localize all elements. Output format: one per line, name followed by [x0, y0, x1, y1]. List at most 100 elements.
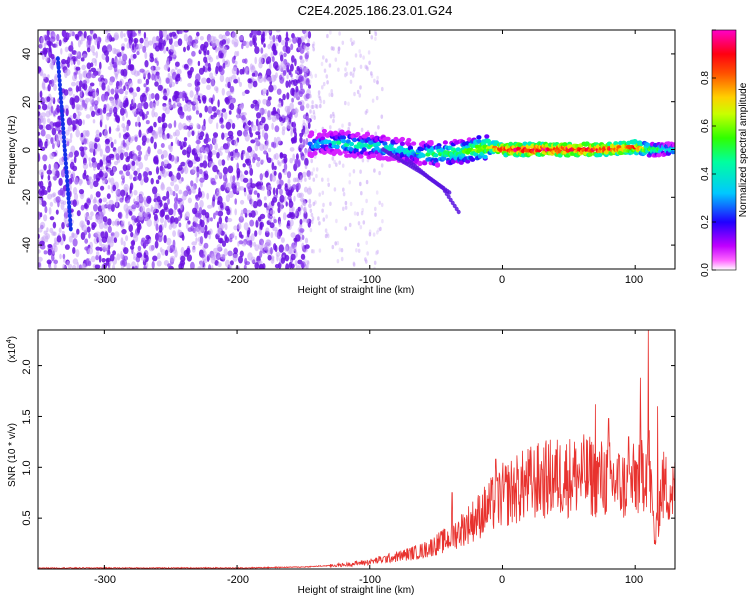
spectrogram-cell	[113, 139, 117, 145]
spectrogram-cell	[42, 117, 46, 125]
spectrogram-cell	[61, 222, 65, 230]
spectrogram-cell	[326, 233, 330, 239]
spectrogram-cell	[309, 94, 312, 99]
spectrogram-cell	[370, 73, 374, 79]
spectrogram-cell	[213, 112, 218, 118]
spectrogram-cell	[268, 84, 274, 93]
spectrogram-cell	[97, 234, 100, 241]
spectrogram-cell	[148, 238, 152, 244]
spectrogram-cell	[305, 30, 309, 38]
spectrogram-cell	[353, 67, 356, 72]
spectrogram-cell	[115, 98, 121, 106]
snr-ticks	[38, 330, 675, 569]
spectrogram-cell	[247, 78, 252, 84]
spectrogram-cell	[108, 126, 112, 135]
spectrogram-cell	[120, 107, 125, 116]
spectrogram-cell	[111, 99, 115, 107]
spectrogram-cell	[83, 138, 87, 145]
spectrogram-cell	[102, 208, 106, 216]
spectrogram-cell	[222, 166, 228, 175]
spectrogram-cell	[113, 112, 118, 118]
spectrogram-cell	[333, 187, 337, 192]
spectrogram-cell	[138, 214, 144, 221]
spectrogram-cell	[131, 32, 137, 37]
spectrogram-cell	[304, 164, 308, 170]
spectrogram-cell	[211, 201, 216, 208]
spectrogram-cell	[105, 163, 112, 168]
spectrogram-cell	[138, 129, 142, 138]
spectrogram-cell	[39, 212, 43, 218]
spectrogram-cell	[61, 189, 66, 198]
spectrogram-cell	[220, 52, 224, 59]
spectrogram-cell	[217, 262, 222, 268]
spectrogram-cell	[139, 68, 145, 73]
spectrogram-cell	[322, 217, 326, 222]
spectrogram-cell	[341, 163, 345, 168]
spectrogram-cell	[322, 81, 326, 87]
spectrogram-cell	[185, 211, 190, 220]
spectrogram-cell	[351, 41, 354, 46]
spectrogram-cell	[72, 74, 78, 82]
spectrogram-cell	[359, 225, 363, 230]
spectrogram-cell	[359, 53, 362, 58]
spectrogram-cell	[68, 53, 73, 58]
spectrogram-cell	[181, 123, 187, 130]
spectrogram-cell	[121, 46, 125, 51]
spectrogram-cell	[201, 95, 207, 102]
spectrogram-cell	[124, 151, 129, 157]
spectrogram-cell	[200, 43, 206, 51]
spectrogram-cell	[233, 38, 239, 47]
spectrogram-cell	[139, 94, 144, 103]
spectrogram-cell	[297, 43, 301, 48]
spectrogram-cell	[307, 31, 312, 39]
spectrogram-cell	[207, 54, 212, 61]
spectrogram-cell	[286, 74, 289, 80]
streak-cell	[59, 108, 64, 114]
spectrogram-cell	[85, 114, 91, 119]
spectrogram-panel: -300 -200 -100 0 100 Height of straight …	[7, 29, 676, 296]
spectrogram-cell	[67, 125, 73, 132]
spectrogram-cell	[128, 224, 133, 233]
spectrogram-cell	[136, 195, 140, 203]
spectrogram-cell	[263, 123, 269, 132]
spectrogram-cell	[291, 55, 295, 63]
spectrogram-cell	[154, 93, 160, 101]
spectrogram-cell	[231, 232, 235, 239]
spectrogram-cell	[115, 127, 120, 132]
spectrogram-cell	[87, 37, 91, 45]
spectrogram-cell	[275, 30, 281, 33]
ridge-cell	[441, 156, 447, 161]
spectrogram-cell	[380, 114, 384, 119]
spectrogram-cell	[74, 95, 80, 103]
spectrogram-cell	[234, 148, 238, 153]
spectrogram-cell	[118, 80, 123, 88]
spectrogram-cell	[216, 221, 220, 229]
streak-cell	[61, 134, 66, 140]
spectrogram-cell	[344, 67, 347, 72]
spectrogram-cell	[187, 82, 193, 88]
spectrogram-cell	[145, 78, 150, 86]
spectrogram-cell	[196, 31, 200, 37]
bottom-x-tick-4: 0	[499, 574, 505, 586]
spectrogram-cell	[245, 151, 250, 160]
spectrogram-cell	[294, 108, 299, 114]
streak-cell	[63, 152, 68, 158]
spectrogram-cell	[123, 240, 126, 247]
spectrogram-cell	[112, 250, 116, 256]
spectrogram-cell	[306, 260, 310, 265]
spectrogram-cell	[38, 256, 43, 262]
spectrogram-cell	[307, 261, 310, 266]
spectrogram-cell	[108, 80, 113, 86]
spectrogram-cell	[100, 185, 105, 191]
spectrogram-cell	[302, 201, 306, 207]
spectrogram-cell	[126, 262, 131, 269]
spectrogram-cell	[60, 202, 65, 211]
spectrogram-cell	[185, 222, 189, 230]
spectrogram-cell	[48, 41, 53, 46]
spectrogram-cell	[270, 200, 275, 207]
spectrogram-cell	[132, 155, 136, 162]
ridge-cell	[484, 134, 490, 139]
spectrogram-cell	[149, 52, 154, 59]
spectrogram-cell	[52, 192, 57, 197]
spectrogram-cell	[96, 251, 100, 256]
